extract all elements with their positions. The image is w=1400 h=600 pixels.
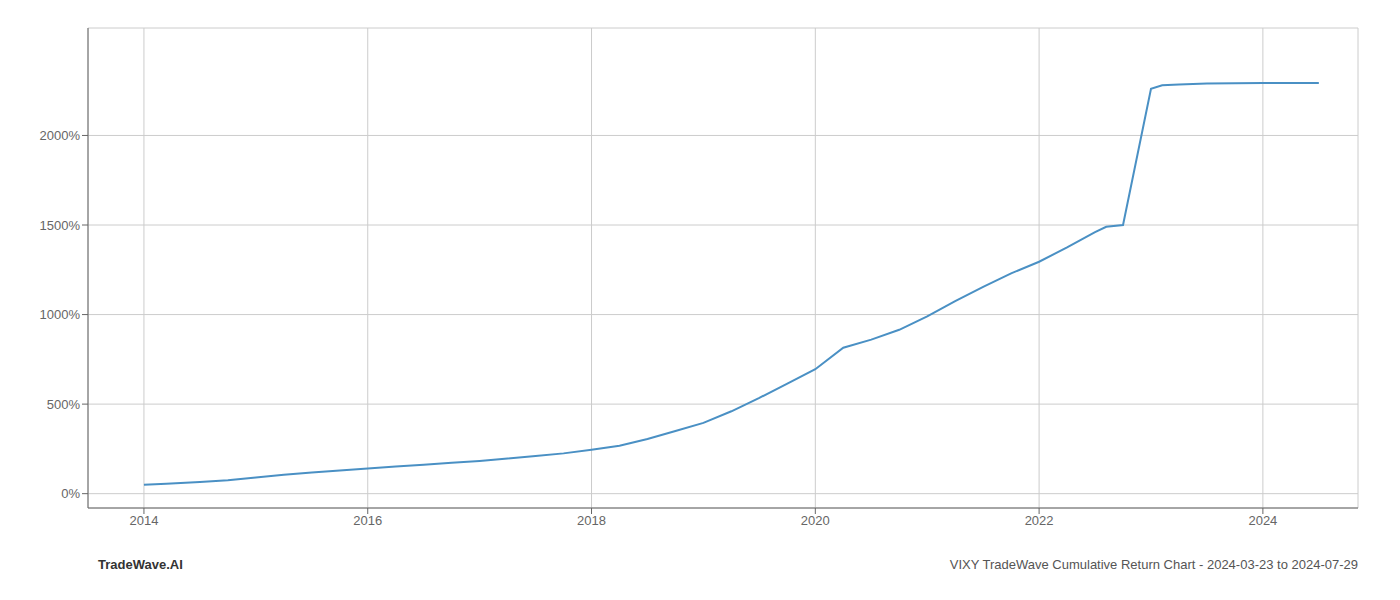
svg-text:2018: 2018	[577, 513, 606, 528]
svg-text:2020: 2020	[801, 513, 830, 528]
svg-text:1500%: 1500%	[40, 218, 81, 233]
html-text:TradeWave.AI: TradeWave.AI	[98, 557, 183, 572]
svg-text:2016: 2016	[353, 513, 382, 528]
svg-text:2022: 2022	[1025, 513, 1054, 528]
svg-text:1000%: 1000%	[40, 307, 81, 322]
svg-text:2014: 2014	[129, 513, 158, 528]
html-text:VIXY TradeWave Cumulative Retu: VIXY TradeWave Cumulative Return Chart -…	[949, 557, 1358, 572]
svg-text:0%: 0%	[61, 486, 80, 501]
svg-text:500%: 500%	[47, 397, 81, 412]
svg-text:2000%: 2000%	[40, 128, 81, 143]
svg-text:2024: 2024	[1248, 513, 1277, 528]
